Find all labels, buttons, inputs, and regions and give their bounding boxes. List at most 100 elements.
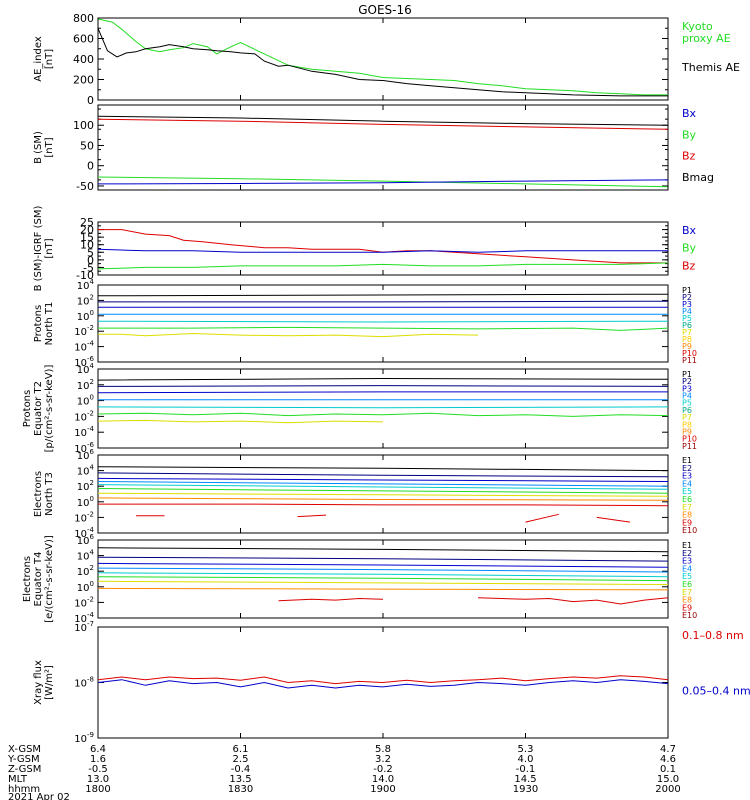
electrons-equator-ytick-label: 102 xyxy=(77,564,94,578)
electrons-equator-series-line xyxy=(97,547,669,553)
electrons-equator-series-line xyxy=(97,576,669,582)
electrons-north-series-line xyxy=(97,477,669,482)
protons-equator-ylabel: Protons Equator T2 [p/(cm²-s-sr-keV)] xyxy=(22,365,55,453)
b-ytick-label: 100 xyxy=(73,119,94,132)
protons-north-legend-entry: P2 xyxy=(682,293,692,302)
protons-equator-legend-entry: P8 xyxy=(682,420,692,429)
x-tick-value: 1830 xyxy=(228,784,253,795)
electrons-equator-series-line xyxy=(97,587,669,591)
electrons-equator-series-line xyxy=(278,597,384,602)
protons-equator-ytick-label: 10-4 xyxy=(74,425,94,439)
electrons-north-legend-entry: E10 xyxy=(682,526,697,535)
electrons-equator-legend-entry: E2 xyxy=(682,549,692,558)
x-tick-value: 3.2 xyxy=(375,754,391,765)
electrons-equator-ytick-label: 10-2 xyxy=(74,595,94,609)
ae-ytick-label: 800 xyxy=(73,12,94,25)
protons-equator-ylabel-line: Protons xyxy=(22,390,33,427)
dbigrf-legend-entry: Bx xyxy=(682,224,697,237)
electrons-equator-ytick-label: 106 xyxy=(77,533,95,547)
ae-series-line xyxy=(97,28,668,97)
electrons-north-ylabel: Electrons North T3 xyxy=(33,471,55,517)
electrons-north-legend-entry: E3 xyxy=(682,472,692,481)
protons-equator-frame xyxy=(97,368,669,449)
protons-equator-ytick-label: 102 xyxy=(77,378,94,392)
dbigrf-ytick-label: 15 xyxy=(80,231,94,244)
date-label: 2021 Apr 02 xyxy=(8,792,70,800)
x-tick-value: -0.1 xyxy=(516,764,536,775)
electrons-north-series-line xyxy=(97,488,669,494)
dbigrf-series-line xyxy=(97,248,668,253)
x-tick-value: 5.8 xyxy=(375,744,391,755)
x-row-label: MLT xyxy=(8,774,28,785)
protons-equator-legend-entry: P2 xyxy=(682,377,692,386)
b-series-line xyxy=(97,115,669,126)
protons-north-ytick-label: 100 xyxy=(77,309,94,323)
dbigrf-ylabel: B (SM)-IGRF (SM) [nT] xyxy=(33,206,55,292)
electrons-equator-legend-entry: E1 xyxy=(682,541,692,550)
protons-equator-legend-entry: P11 xyxy=(682,442,697,451)
dbigrf-series-line xyxy=(97,262,669,270)
b-legend-entry: By xyxy=(682,128,697,141)
xray-ytick-label: 10-7 xyxy=(74,620,94,634)
dbigrf-series-line xyxy=(98,229,668,264)
protons-north-legend-entry: P8 xyxy=(682,335,692,344)
protons-equator-series-line xyxy=(97,412,669,417)
x-tick-value: 15.0 xyxy=(657,774,679,785)
protons-north-ytick-label: 10-2 xyxy=(74,324,94,338)
b-series-line xyxy=(97,118,669,130)
electrons-north-series-line xyxy=(97,481,669,487)
protons-equator-series-line xyxy=(97,419,384,424)
electrons-north-series-line xyxy=(97,497,669,501)
xray-ylabel: Xray flux [W/m²] xyxy=(33,660,55,705)
ae-frame xyxy=(97,17,669,101)
protons-north-legend-entry: P7 xyxy=(682,328,692,337)
electrons-north-legend-entry: E9 xyxy=(682,518,692,527)
protons-equator-series-line xyxy=(97,385,669,387)
electrons-north-series-line xyxy=(525,513,559,523)
x-tick-value: 1800 xyxy=(85,784,110,795)
dbigrf-ylabel-line: B (SM)-IGRF (SM) xyxy=(33,206,44,292)
protons-north-legend-entry: P10 xyxy=(682,349,697,358)
electrons-equator-legend-entry: E6 xyxy=(682,580,692,589)
protons-north-legend-entry: P1 xyxy=(682,286,692,295)
x-tick-value: 13.5 xyxy=(229,774,251,785)
protons-north-ylabel: Protons North T1 xyxy=(33,302,55,346)
x-tick-value: 13.0 xyxy=(87,774,109,785)
electrons-equator-legend-entry: E10 xyxy=(682,611,697,620)
dbigrf-ytick-label: 25 xyxy=(80,216,94,229)
electrons-equator-series-line xyxy=(97,580,669,585)
dbigrf-legend-entry: Bz xyxy=(682,259,696,272)
electrons-north-legend-entry: E2 xyxy=(682,464,692,473)
protons-north-legend-entry: P4 xyxy=(682,307,692,316)
protons-north-ytick-label: 10-4 xyxy=(74,340,94,354)
protons-equator-ytick-label: 104 xyxy=(77,362,95,376)
b-ytick-label: -50 xyxy=(76,180,94,193)
b-legend-entry: Bmag xyxy=(682,171,714,184)
protons-equator-legend-entry: P10 xyxy=(682,435,697,444)
x-tick-value: 6.1 xyxy=(233,744,249,755)
x-tick-value: 5.3 xyxy=(518,744,534,755)
electrons-equator-legend-entry: E5 xyxy=(682,572,692,581)
protons-equator-series-line xyxy=(97,391,668,394)
protons-north-ylabel-line: Protons xyxy=(33,305,44,342)
electrons-north-legend-entry: E8 xyxy=(682,511,692,520)
b-legend-entry: Bx xyxy=(682,107,697,120)
xray-series-line xyxy=(97,675,669,685)
dbigrf-ytick-label: 5 xyxy=(87,246,94,259)
electrons-equator-ylabel-line: Equator T4 xyxy=(33,552,44,607)
electrons-equator-series-line xyxy=(97,572,669,578)
xray-legend-entry: 0.05–0.4 nm xyxy=(682,685,750,698)
electrons-equator-legend-entry: E9 xyxy=(682,603,692,612)
x-row-label: Z-GSM xyxy=(8,764,41,775)
dbigrf-ylabel-line: [nT] xyxy=(44,238,55,258)
ae-legend-entry: Themis AE xyxy=(681,61,740,74)
x-tick-value: 1.6 xyxy=(90,754,106,765)
x-tick-value: 1930 xyxy=(513,784,538,795)
protons-north-legend-entry: P6 xyxy=(682,321,692,330)
xray-ylabel-line: [W/m²] xyxy=(44,665,55,700)
protons-equator-legend-entry: P7 xyxy=(682,413,692,422)
electrons-equator-series-line xyxy=(97,562,669,568)
protons-equator-legend-entry: P5 xyxy=(682,399,692,408)
protons-north-series-line xyxy=(97,320,669,323)
ae-ytick-label: 400 xyxy=(73,53,94,66)
